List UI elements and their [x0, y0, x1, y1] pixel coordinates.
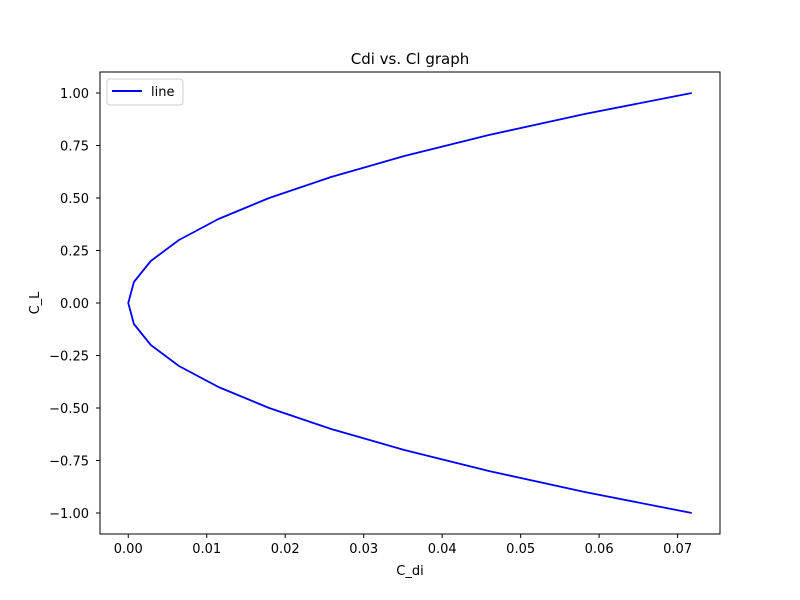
x-tick-label: 0.04 [428, 542, 457, 557]
y-tick-label: 1.00 [60, 87, 89, 102]
y-axis-ticks: −1.00 −0.75 −0.50 −0.25 0.00 0.25 0.50 0.75 1.00 [49, 87, 100, 522]
x-tick-label: 0.06 [585, 542, 614, 557]
chart-title: Cdi vs. Cl graph [351, 50, 469, 68]
legend-entry-label: line [151, 85, 174, 100]
y-tick-label: −0.75 [49, 455, 89, 470]
y-tick-label: −0.50 [49, 402, 89, 417]
series-layer [127, 92, 692, 514]
legend-box [106, 78, 184, 106]
x-axis-label: C_di [396, 564, 423, 579]
y-tick-label: 0.00 [60, 297, 89, 312]
y-tick-label: −0.25 [49, 350, 89, 365]
x-tick-label: 0.02 [271, 542, 300, 557]
y-tick-label: 0.75 [60, 140, 89, 155]
y-axis-label: C_L [28, 291, 43, 315]
y-tick-label: −1.00 [49, 507, 89, 522]
x-tick-label: 0.03 [349, 542, 378, 557]
x-tick-label: 0.07 [663, 542, 692, 557]
y-tick-label: 0.25 [60, 245, 89, 260]
y-tick-label: 0.50 [60, 192, 89, 207]
x-tick-label: 0.01 [192, 542, 221, 557]
x-tick-label: 0.00 [114, 542, 143, 557]
plot-area-frame [99, 71, 721, 535]
series-line [127, 92, 692, 514]
x-axis-ticks: 0.00 0.01 0.02 0.03 0.04 0.05 0.06 0.07 [114, 534, 692, 557]
x-tick-label: 0.05 [506, 542, 535, 557]
legend: line [106, 78, 184, 106]
